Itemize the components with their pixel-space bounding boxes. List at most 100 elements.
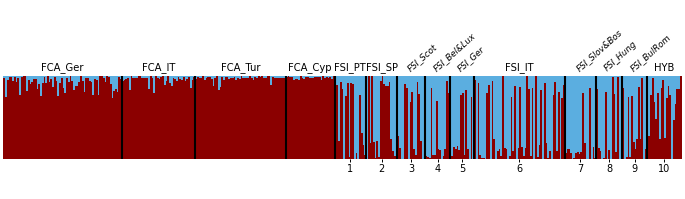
Bar	[523, 76, 525, 159]
Bar	[615, 152, 617, 159]
Bar	[193, 76, 195, 159]
Bar	[650, 76, 652, 159]
Bar	[393, 76, 394, 159]
Bar	[415, 155, 416, 159]
Bar	[47, 76, 49, 159]
Bar	[545, 76, 547, 159]
Bar	[647, 76, 649, 159]
Bar	[234, 76, 235, 159]
Bar	[82, 81, 84, 159]
Bar	[453, 76, 455, 159]
Bar	[288, 76, 289, 159]
Bar	[45, 76, 47, 159]
Bar	[70, 76, 71, 159]
Text: FSI_Slov&Bos: FSI_Slov&Bos	[575, 28, 623, 73]
Bar	[484, 76, 486, 159]
Bar	[12, 76, 14, 159]
Bar	[610, 76, 612, 159]
Bar	[535, 76, 537, 159]
Bar	[131, 76, 132, 159]
Bar	[659, 139, 660, 159]
Bar	[512, 151, 514, 159]
Bar	[235, 80, 237, 159]
Bar	[397, 76, 399, 159]
Bar	[36, 76, 38, 159]
Bar	[3, 78, 5, 159]
Bar	[589, 76, 591, 159]
Bar	[390, 139, 393, 159]
Bar	[673, 76, 675, 159]
Bar	[201, 76, 202, 159]
Bar	[413, 149, 415, 159]
Bar	[138, 76, 140, 159]
Bar	[359, 95, 361, 159]
Bar	[368, 76, 369, 159]
Bar	[519, 76, 521, 159]
Bar	[185, 76, 186, 159]
Bar	[570, 153, 572, 159]
Bar	[225, 76, 227, 159]
Bar	[579, 76, 580, 159]
Bar	[108, 77, 110, 159]
Bar	[589, 89, 591, 159]
Bar	[457, 146, 458, 159]
Bar	[292, 80, 295, 159]
Bar	[145, 78, 147, 159]
Bar	[416, 82, 419, 159]
Bar	[596, 89, 598, 159]
Bar	[380, 76, 382, 159]
Bar	[547, 76, 549, 159]
Bar	[560, 76, 561, 159]
Bar	[314, 77, 316, 159]
Bar	[44, 76, 45, 159]
Bar	[186, 76, 188, 159]
Bar	[260, 77, 262, 159]
Bar	[221, 76, 223, 159]
Bar	[86, 76, 87, 159]
Bar	[244, 76, 246, 159]
Bar	[119, 76, 121, 159]
Bar	[173, 76, 174, 159]
Bar	[221, 76, 223, 159]
Bar	[148, 76, 150, 159]
Bar	[647, 80, 649, 159]
Bar	[26, 76, 28, 159]
Bar	[596, 76, 598, 159]
Bar	[94, 79, 96, 159]
Bar	[49, 82, 51, 159]
Bar	[467, 149, 469, 159]
Bar	[399, 148, 401, 159]
Bar	[45, 84, 47, 159]
Bar	[525, 76, 526, 159]
Bar	[249, 76, 251, 159]
Bar	[441, 76, 443, 159]
Bar	[324, 78, 326, 159]
Text: FSI_Hung: FSI_Hung	[603, 39, 639, 73]
Bar	[419, 76, 420, 159]
Bar	[150, 76, 151, 159]
Bar	[493, 76, 495, 159]
Bar	[169, 83, 171, 159]
Bar	[595, 76, 596, 159]
Bar	[362, 144, 364, 159]
Bar	[305, 77, 307, 159]
Bar	[289, 76, 291, 159]
Bar	[16, 82, 17, 159]
Bar	[186, 79, 188, 159]
Bar	[42, 76, 44, 159]
Bar	[246, 76, 247, 159]
Bar	[68, 82, 70, 159]
Bar	[64, 93, 66, 159]
Bar	[373, 76, 375, 159]
Bar	[509, 156, 511, 159]
Bar	[544, 83, 545, 159]
Bar	[450, 158, 451, 159]
Bar	[356, 76, 358, 159]
Bar	[3, 76, 5, 159]
Bar	[134, 76, 136, 159]
Bar	[14, 77, 16, 159]
Bar	[270, 86, 272, 159]
Bar	[540, 90, 542, 159]
Bar	[342, 76, 343, 159]
Bar	[64, 76, 66, 159]
